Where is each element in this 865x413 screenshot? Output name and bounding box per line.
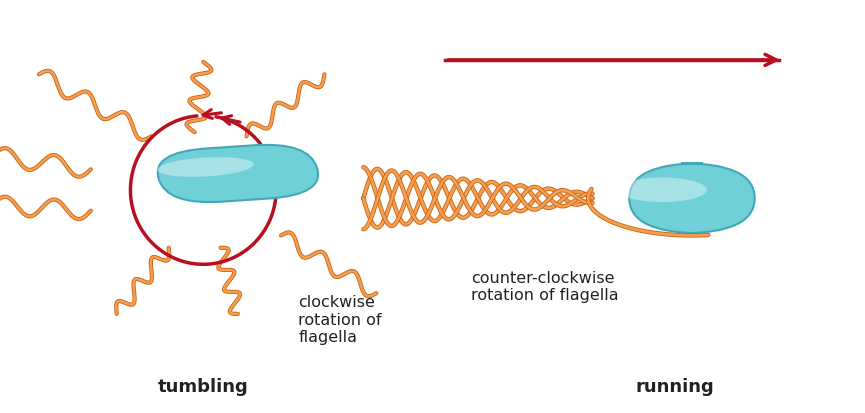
FancyBboxPatch shape xyxy=(630,163,755,233)
Text: clockwise
rotation of
flagella: clockwise rotation of flagella xyxy=(298,295,382,345)
Text: counter-clockwise
rotation of flagella: counter-clockwise rotation of flagella xyxy=(471,271,619,303)
Ellipse shape xyxy=(157,157,253,177)
Text: tumbling: tumbling xyxy=(158,378,248,396)
FancyBboxPatch shape xyxy=(157,145,318,202)
Text: running: running xyxy=(635,378,714,396)
Ellipse shape xyxy=(618,178,707,202)
